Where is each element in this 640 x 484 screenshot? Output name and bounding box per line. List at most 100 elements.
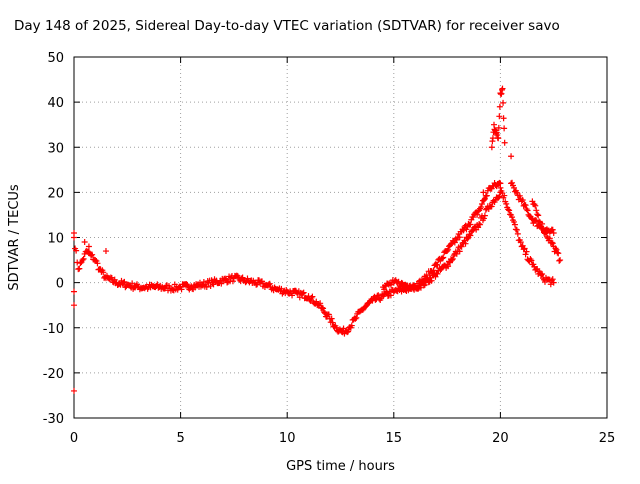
data-point	[362, 303, 369, 310]
data-point	[516, 192, 523, 199]
y-tick-label: 50	[47, 51, 64, 66]
data-point	[510, 218, 517, 225]
data-point	[78, 259, 85, 266]
data-point	[100, 269, 107, 276]
data-point	[488, 203, 495, 210]
data-point	[218, 280, 225, 287]
data-point	[308, 294, 315, 301]
data-point	[266, 280, 273, 287]
data-point	[509, 179, 516, 186]
data-point	[239, 274, 246, 281]
data-point	[456, 234, 463, 241]
data-point-outlier	[85, 243, 92, 250]
data-point	[527, 256, 534, 263]
data-point	[445, 263, 452, 270]
data-point	[497, 184, 504, 191]
x-tick-label: 25	[599, 431, 616, 446]
data-point-outlier	[71, 387, 77, 394]
data-point	[521, 245, 528, 252]
data-point-outlier	[480, 189, 487, 196]
x-tick-label: 10	[279, 431, 296, 446]
data-point	[494, 134, 501, 141]
data-point	[464, 235, 471, 242]
data-point	[283, 287, 290, 294]
data-point	[434, 261, 441, 268]
data-point	[449, 255, 456, 262]
data-point	[289, 292, 296, 299]
data-point	[528, 257, 535, 264]
y-tick-label: 30	[47, 141, 64, 156]
data-point	[483, 192, 490, 199]
data-point	[498, 86, 505, 93]
data-point	[505, 206, 512, 213]
data-point	[524, 207, 531, 214]
x-tick-label: 5	[176, 431, 184, 446]
data-point	[129, 280, 136, 287]
data-point	[514, 230, 521, 237]
data-point	[453, 236, 460, 243]
data-point	[434, 270, 441, 277]
data-point	[184, 281, 191, 288]
data-point	[325, 311, 332, 318]
data-point	[456, 248, 463, 255]
data-point	[552, 245, 559, 252]
data-point	[535, 212, 542, 219]
chart-title: Day 148 of 2025, Sidereal Day-to-day VTE…	[14, 18, 560, 34]
data-point	[375, 292, 382, 299]
data-point	[224, 279, 231, 286]
y-tick-label: 10	[47, 232, 64, 247]
data-point	[313, 298, 320, 305]
data-point	[467, 221, 474, 228]
data-point	[553, 246, 560, 253]
data-point	[452, 235, 459, 242]
data-point	[496, 193, 503, 200]
y-axis-label: SDTVAR / TECUs	[7, 184, 22, 291]
data-point	[496, 113, 503, 120]
data-point	[296, 294, 303, 301]
data-point	[458, 243, 465, 250]
data-point-outlier	[71, 288, 77, 295]
data-point	[440, 254, 447, 261]
data-point	[478, 201, 485, 208]
data-point	[501, 192, 508, 199]
data-point	[447, 241, 454, 248]
data-point	[460, 227, 467, 234]
data-point	[517, 239, 524, 246]
data-point	[554, 249, 561, 256]
data-point	[513, 226, 520, 233]
y-tick-label: 40	[47, 96, 64, 111]
data-point-outlier	[102, 248, 109, 255]
data-point	[488, 144, 495, 151]
data-point	[344, 329, 351, 336]
data-point	[381, 286, 388, 293]
data-point	[541, 230, 548, 237]
data-point	[532, 202, 539, 209]
data-point	[395, 278, 402, 285]
data-point	[299, 290, 306, 297]
data-point	[387, 292, 394, 299]
data-point	[495, 124, 502, 131]
y-tick-label: -30	[43, 412, 64, 427]
data-point	[80, 255, 87, 262]
x-tick-label: 15	[386, 431, 403, 446]
data-point	[222, 275, 229, 282]
data-point	[555, 250, 562, 257]
data-point	[430, 267, 437, 274]
y-tick-label: -20	[43, 367, 64, 382]
data-markers	[71, 85, 564, 394]
data-point	[496, 103, 503, 110]
data-point	[77, 260, 84, 267]
data-point	[538, 223, 545, 230]
data-point	[439, 255, 446, 262]
y-tick-label: 0	[56, 277, 64, 292]
x-tick-label: 0	[70, 431, 78, 446]
data-point	[539, 220, 546, 227]
y-tick-label: -10	[43, 322, 64, 337]
x-tick-label: 20	[492, 431, 509, 446]
data-point	[533, 207, 540, 214]
data-point	[89, 251, 96, 258]
data-point	[506, 207, 513, 214]
data-point	[495, 180, 502, 187]
data-point	[522, 202, 529, 209]
data-point	[547, 281, 554, 288]
